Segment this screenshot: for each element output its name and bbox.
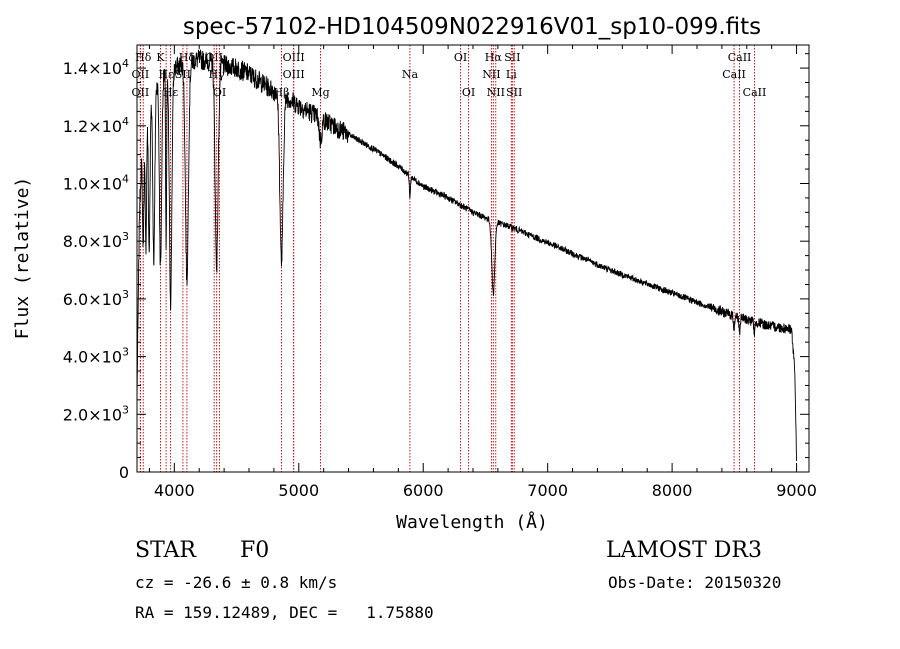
- observation-date: Obs-Date: 20150320: [608, 573, 782, 592]
- spectral-line-label: OI: [462, 86, 475, 99]
- y-tick-exponent: 4: [122, 115, 129, 128]
- y-tick-label: 0: [119, 463, 129, 482]
- spectral-line-label: Hε: [158, 68, 174, 81]
- y-tick-mantissa: 1.4×10: [63, 59, 122, 78]
- x-tick-label: 7000: [527, 481, 568, 500]
- spectral-line-label: OIII: [283, 68, 305, 81]
- y-axis: 02.0×1034.0×1036.0×1038.0×1031.0×1041.2×…: [63, 53, 809, 482]
- redshift-value: cz = -26.6 ± 0.8 km/s: [135, 573, 338, 592]
- spectral-line-label: NII: [482, 68, 500, 81]
- x-tick-label: 9000: [776, 481, 817, 500]
- x-axis: 4000 5000 6000 7000 8000 9000: [148, 45, 817, 500]
- y-tick-mantissa: 1.2×10: [63, 117, 122, 136]
- spectral-line-label: Hα: [485, 51, 503, 64]
- spectral-line-label: Na: [402, 68, 419, 81]
- spectral-line-label: Mg: [311, 86, 329, 99]
- y-tick-label: 2.0×103: [63, 403, 129, 424]
- spectral-line-label: NII: [487, 86, 505, 99]
- spectrum-series: [136, 48, 798, 462]
- y-tick-exponent: 3: [122, 403, 129, 416]
- spectrum-line: [136, 48, 798, 462]
- y-tick-label: 4.0×103: [63, 346, 129, 367]
- x-tick-label: 5000: [278, 481, 319, 500]
- spectral-line-label: CaII: [743, 86, 767, 99]
- y-tick-exponent: 3: [122, 230, 129, 243]
- spectral-line-label: Hδ: [135, 51, 152, 64]
- x-tick-label: 8000: [652, 481, 693, 500]
- survey-name: LAMOST DR3: [606, 538, 762, 563]
- x-axis-label: Wavelength (Å): [396, 511, 548, 533]
- spectral-subclass: F0: [240, 538, 270, 563]
- spectral-line-label: Hγ: [209, 68, 226, 81]
- spectral-line-label: CaII: [728, 51, 752, 64]
- spectral-line-label: K: [156, 51, 165, 64]
- y-tick-mantissa: 4.0×10: [63, 348, 122, 367]
- y-tick-exponent: 3: [122, 288, 129, 301]
- spectral-line-label: CaII: [722, 68, 746, 81]
- y-tick-mantissa: 0: [119, 463, 129, 482]
- y-tick-mantissa: 8.0×10: [63, 232, 122, 251]
- spectral-line-label: OI: [454, 51, 467, 64]
- x-tick-label: 6000: [403, 481, 444, 500]
- y-tick-label: 1.0×104: [63, 172, 129, 193]
- chart-title: spec-57102-HD104509N022916V01_sp10-099.f…: [183, 14, 761, 40]
- spectral-line-label: Li: [506, 68, 517, 81]
- spectral-line-label: OII: [132, 68, 150, 81]
- y-tick-mantissa: 1.0×10: [63, 174, 122, 193]
- y-tick-label: 1.4×104: [63, 57, 129, 78]
- sky-coordinates: RA = 159.12489, DEC = 1.75880: [135, 603, 434, 622]
- y-tick-mantissa: 2.0×10: [63, 405, 122, 424]
- y-tick-label: 6.0×103: [63, 288, 129, 309]
- y-tick-exponent: 4: [122, 57, 129, 70]
- y-tick-label: 1.2×104: [63, 115, 129, 136]
- spectral-line-label: SII: [506, 86, 522, 99]
- y-tick-exponent: 3: [122, 346, 129, 359]
- spectral-line-label: OII: [132, 86, 150, 99]
- object-class: STAR: [135, 538, 196, 563]
- y-tick-mantissa: 6.0×10: [63, 290, 122, 309]
- x-tick-label: 4000: [154, 481, 195, 500]
- y-axis-label: Flux (relative): [12, 177, 33, 340]
- plot-frame: [136, 44, 810, 473]
- y-tick-label: 8.0×103: [63, 230, 129, 251]
- y-tick-exponent: 4: [122, 172, 129, 185]
- spectral-line-label: SII: [504, 51, 520, 64]
